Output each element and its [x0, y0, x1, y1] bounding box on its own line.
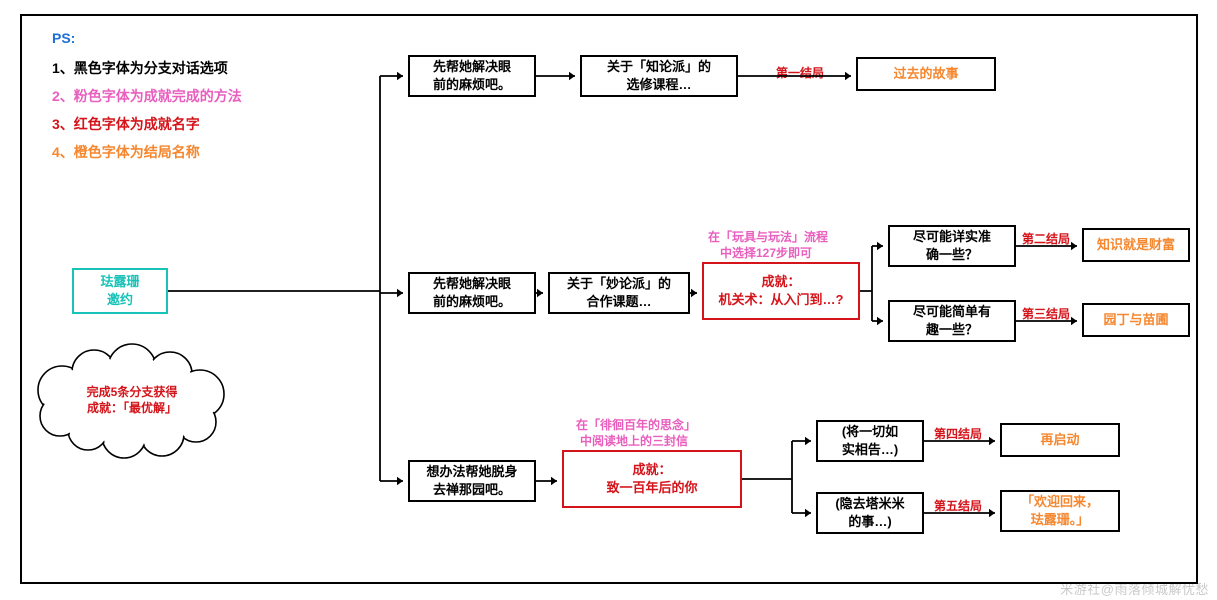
b1-n1: 先帮她解决眼 前的麻烦吧。	[408, 55, 536, 97]
b2-n1: 先帮她解决眼 前的麻烦吧。	[408, 272, 536, 314]
b2-ach-top2: 中选择127步即可	[720, 244, 812, 261]
b3-end-b-box: 「欢迎回来， 珐露珊。」	[1000, 490, 1120, 532]
b3-opt-a: (将一切如 实相告…)	[816, 420, 924, 462]
watermark: 米游社@雨落倾城解忧愁	[1060, 579, 1209, 598]
legend-ps: PS:	[52, 30, 75, 46]
legend-4: 4、橙色字体为结局名称	[52, 142, 200, 162]
b2-opt-a: 尽可能详实准 确一些？	[888, 225, 1016, 267]
b3-ach-top2: 中阅读地上的三封信	[580, 432, 688, 449]
b3-end-b-label: 第五结局	[934, 497, 982, 514]
b1-n2: 关于「知论派」的 选修课程…	[580, 55, 738, 97]
b3-n1: 想办法帮她脱身 去禅那园吧。	[408, 460, 536, 502]
b3-opt-b: (隐去塔米米 的事…)	[816, 492, 924, 534]
b2-end-b-label: 第三结局	[1022, 305, 1070, 322]
b2-end-a-label: 第二结局	[1022, 230, 1070, 247]
cloud-note: 完成5条分支获得 成就：「最优解」	[65, 380, 199, 420]
b1-end-box: 过去的故事	[856, 57, 996, 91]
b2-n2: 关于「妙论派」的 合作课题…	[548, 272, 690, 314]
b3-ach-top1: 在「徘徊百年的思念」	[576, 416, 696, 433]
b1-end-label: 第一结局	[776, 64, 824, 81]
cloud-l1: 完成5条分支获得	[87, 384, 178, 400]
start-line1: 珐露珊	[100, 273, 139, 291]
b2-opt-b: 尽可能简单有 趣一些？	[888, 300, 1016, 342]
legend-3: 3、红色字体为成就名字	[52, 114, 200, 134]
b3-end-a-box: 再启动	[1000, 423, 1120, 457]
legend-2: 2、粉色字体为成就完成的方法	[52, 86, 242, 106]
start-line2: 邀约	[107, 291, 133, 309]
b3-end-a-label: 第四结局	[934, 425, 982, 442]
start-node: 珐露珊 邀约	[72, 268, 168, 314]
b3-ach-box: 成就： 致一百年后的你	[562, 450, 742, 508]
cloud-l2: 成就：「最优解」	[87, 400, 177, 416]
b2-end-b-box: 园丁与苗圃	[1082, 303, 1190, 337]
legend-1: 1、黑色字体为分支对话选项	[52, 58, 228, 78]
b2-ach-top1: 在「玩具与玩法」流程	[708, 228, 828, 245]
b2-end-a-box: 知识就是财富	[1082, 228, 1190, 262]
b2-ach-box: 成就： 机关术：从入门到…?	[702, 262, 860, 320]
